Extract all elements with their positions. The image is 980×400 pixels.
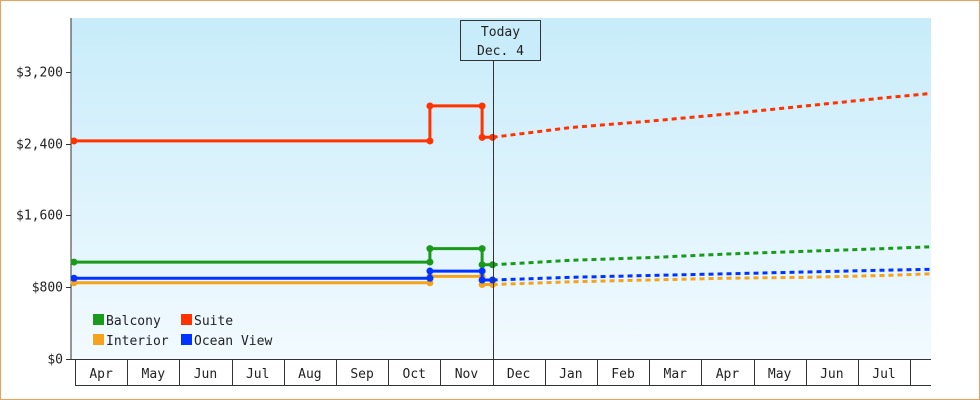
y-tick-label: $0 [47,353,63,368]
legend-swatch [181,314,192,325]
x-tick-label: Jun [194,367,217,382]
series-forecast-line [492,245,932,267]
x-tick-label: Sep [350,367,374,382]
legend-swatch [181,334,192,345]
data-point [70,137,78,145]
series-suite [70,91,932,145]
series-forecast-line [492,267,932,282]
data-point [426,274,434,282]
data-point [426,102,434,110]
series-layer [70,91,932,289]
x-tick-label: Aug [298,367,321,382]
y-axis: $0 $800 $1,600 $2,400 $3,200 [16,18,72,368]
series-balcony [70,245,932,269]
x-tick-label: May [768,367,792,382]
y-tick-label: $3,200 [16,66,63,81]
x-tick-label: Mar [664,367,688,382]
series-forecast-line [492,91,932,139]
legend-label: Interior [106,334,169,349]
x-tick-label: May [142,367,166,382]
legend-swatch [93,334,104,345]
data-point [70,274,78,282]
data-point [478,133,486,141]
data-point [489,261,497,269]
data-point [478,261,486,269]
x-tick-label: Apr [716,367,740,382]
x-tick-label: Oct [403,367,426,382]
legend-swatch [93,314,104,325]
data-point [478,276,486,284]
series-forecast-line [492,272,932,286]
data-point [426,258,434,266]
x-tick-label: Jul [246,367,269,382]
plot-background [71,18,931,359]
legend-label: Ocean View [194,334,272,349]
legend-item: Suite [181,314,233,329]
legend-item: Interior [93,334,169,349]
legend-item: Ocean View [181,334,272,349]
data-point [70,258,78,266]
data-point [478,267,486,275]
data-point [478,102,486,110]
data-point [489,133,497,141]
y-tick-label: $2,400 [16,138,63,153]
data-point [426,137,434,145]
x-tick-label: Dec [507,367,530,382]
x-tick-label: Jan [559,367,582,382]
legend-label: Balcony [106,314,161,329]
legend-label: Suite [194,314,233,329]
today-marker: Today Dec. 4 [460,20,541,359]
legend-item: Balcony [93,314,161,329]
series-ocean-view [70,267,932,284]
y-tick-label: $800 [32,281,63,296]
x-tick-label: Apr [89,367,113,382]
legend: Balcony Suite Interior Ocean View [93,314,272,349]
data-point [489,276,497,284]
today-box [460,20,541,61]
y-tick-label: $1,600 [16,209,63,224]
x-axis: Apr May Jun Jul Aug Sep Oct Nov Dec Jan Feb Mar Apr M… [71,359,931,386]
today-label: Today [481,25,520,40]
data-point [478,245,486,253]
data-point [426,245,434,253]
x-tick-label: Nov [455,367,479,382]
x-tick-label: Feb [611,367,635,382]
today-date: Dec. 4 [477,44,524,59]
x-tick-label: Jul [872,367,895,382]
data-point [426,267,434,275]
x-tick-label: Jun [820,367,843,382]
